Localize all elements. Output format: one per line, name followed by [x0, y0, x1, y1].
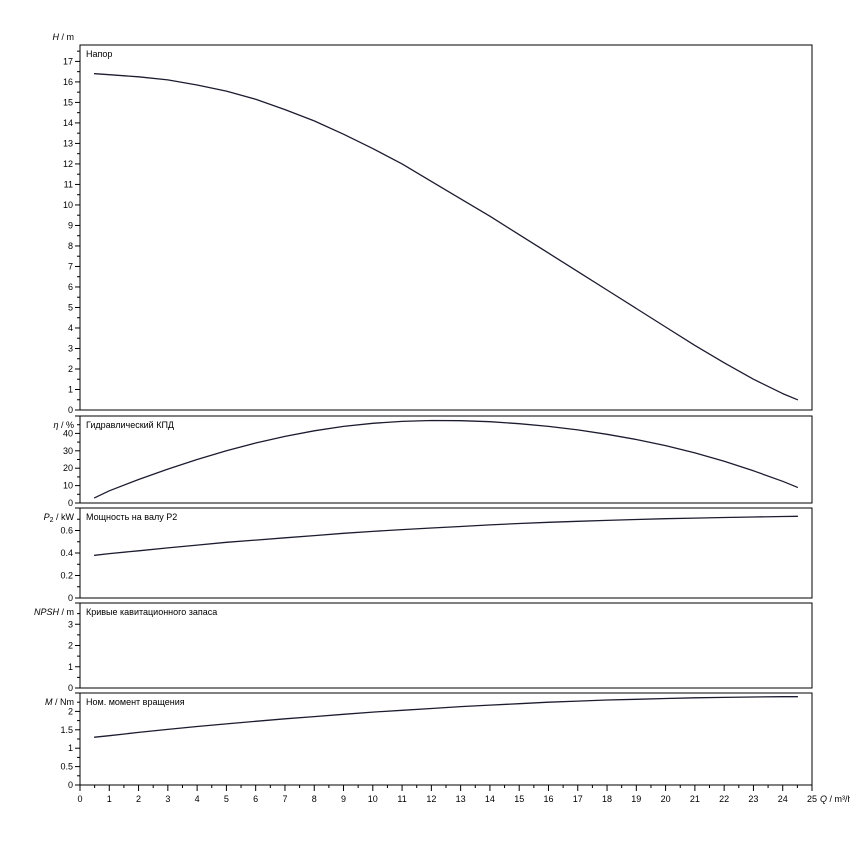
- y-tick-label: 14: [63, 118, 73, 128]
- y-tick-label: 0: [68, 498, 73, 508]
- y-axis-label: P2 / kW: [44, 512, 75, 524]
- y-tick-label: 1: [68, 662, 73, 672]
- y-tick-label: 0: [68, 405, 73, 415]
- panel-efficiency: 0 10 20 30 40 Гидравлический КПД η / %: [53, 415, 813, 508]
- y-axis-label: η / %: [53, 420, 74, 430]
- x-tick-label: 4: [195, 794, 200, 804]
- panel-title: Мощность на валу P2: [86, 512, 177, 522]
- y-tick-label: 17: [63, 56, 73, 66]
- y-tick-label: 40: [63, 428, 73, 438]
- y-tick-label: 30: [63, 446, 73, 456]
- x-axis-label: Q / m³/h: [820, 794, 850, 804]
- x-tick-label: 5: [224, 794, 229, 804]
- x-tick-label: 21: [690, 794, 700, 804]
- panel-torque: 0 0.5 1 1.5 2 Ном. момент вращения M / Nm: [45, 692, 813, 790]
- head-curve: [93, 73, 799, 401]
- y-tick-label: 1: [68, 384, 73, 394]
- panel-border: [79, 692, 813, 786]
- y-tick-label: 9: [68, 220, 73, 230]
- panel-border: [79, 415, 813, 504]
- x-tick-label: 17: [573, 794, 583, 804]
- x-tick-label: 1: [107, 794, 112, 804]
- y-tick-label: 13: [63, 138, 73, 148]
- x-tick-label: 15: [514, 794, 524, 804]
- panel-title: Ном. момент вращения: [86, 697, 185, 707]
- y-tick-label: 2: [68, 364, 73, 374]
- panel-border: [79, 44, 813, 411]
- y-axis-label: NPSH / m: [34, 607, 74, 617]
- y-tick-label: 1: [68, 743, 73, 753]
- y-tick-label: 1.5: [60, 725, 73, 735]
- panel-title: Напор: [86, 49, 112, 59]
- y-tick-label: 0.5: [60, 762, 73, 772]
- x-tick-label: 14: [485, 794, 495, 804]
- x-tick-label: 23: [748, 794, 758, 804]
- y-tick-label: 11: [64, 179, 73, 189]
- x-tick-label: 16: [543, 794, 553, 804]
- efficiency-curve: [93, 419, 799, 499]
- x-tick-label: 22: [719, 794, 729, 804]
- panel-border: [79, 507, 813, 599]
- x-tick-label: 24: [778, 794, 788, 804]
- y-tick-label: 4: [68, 323, 73, 333]
- panel-title: Гидравлический КПД: [86, 420, 174, 430]
- panel-title: Кривые кавитационного запаса: [86, 607, 217, 617]
- x-tick-label: 13: [456, 794, 466, 804]
- y-axis-label: H / m: [53, 32, 75, 42]
- y-tick-label: 0.4: [60, 548, 73, 558]
- y-tick-label: 2: [68, 641, 73, 651]
- panel-npsh: 0 1 2 3 Кривые кавитационного запаса NPSH / m: [34, 602, 813, 693]
- y-tick-label: 8: [68, 241, 73, 251]
- x-tick-label: 19: [631, 794, 641, 804]
- y-tick-label: 5: [68, 302, 73, 312]
- y-tick-label: 0.2: [60, 571, 73, 581]
- y-tick-label: 0: [68, 780, 73, 790]
- x-tick-label: 9: [341, 794, 346, 804]
- x-tick-label: 0: [77, 794, 82, 804]
- x-tick-label: 12: [426, 794, 436, 804]
- panel-power: 0 0.2 0.4 0.6 Мощность на валу P2 P2 / kW: [44, 507, 813, 603]
- x-tick-label: 8: [312, 794, 317, 804]
- x-tick-label: 25: [807, 794, 817, 804]
- y-tick-label: 0.6: [60, 526, 73, 536]
- torque-curve: [93, 696, 799, 738]
- y-tick-label: 20: [63, 463, 73, 473]
- y-tick-label: 0: [68, 593, 73, 603]
- y-tick-label: 10: [63, 200, 73, 210]
- y-tick-label: 10: [63, 481, 73, 491]
- y-tick-label: 3: [68, 343, 73, 353]
- y-tick-label: 2: [68, 706, 73, 716]
- y-tick-label: 12: [63, 159, 73, 169]
- x-tick-label: 20: [661, 794, 671, 804]
- x-tick-label: 2: [136, 794, 141, 804]
- x-tick-label: 6: [253, 794, 258, 804]
- power-curve: [93, 515, 799, 556]
- x-tick-label: 18: [602, 794, 612, 804]
- x-tick-label: 10: [368, 794, 378, 804]
- y-tick-label: 3: [68, 619, 73, 629]
- y-tick-label: 15: [63, 97, 73, 107]
- y-tick-label: 6: [68, 282, 73, 292]
- x-tick-label: 3: [165, 794, 170, 804]
- y-tick-label: 7: [68, 261, 73, 271]
- y-tick-label: 0: [68, 683, 73, 693]
- y-axis-label: M / Nm: [45, 697, 74, 707]
- x-tick-label: 11: [397, 794, 406, 804]
- x-axis: 0 1 2 3 4 5 6 7 8 9 10 11 12 13 14 15 16 17 18 19 20 21 22 23 24…: [77, 785, 850, 804]
- x-tick-label: 7: [282, 794, 287, 804]
- y-tick-label: 16: [63, 77, 73, 87]
